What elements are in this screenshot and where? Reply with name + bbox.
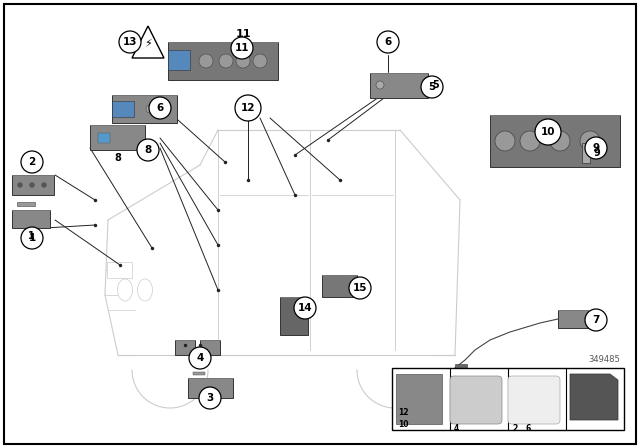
- Bar: [17, 202, 35, 206]
- Circle shape: [146, 105, 154, 113]
- Circle shape: [119, 31, 141, 53]
- Text: 6: 6: [156, 103, 164, 113]
- Text: 10: 10: [398, 420, 408, 429]
- Circle shape: [535, 119, 561, 145]
- Text: 15: 15: [353, 283, 367, 293]
- Circle shape: [495, 131, 515, 151]
- Text: 12: 12: [398, 408, 408, 417]
- Bar: [107, 262, 132, 278]
- Bar: [168, 50, 190, 70]
- FancyBboxPatch shape: [200, 340, 220, 355]
- Circle shape: [189, 347, 211, 369]
- FancyBboxPatch shape: [90, 125, 145, 150]
- FancyBboxPatch shape: [450, 376, 502, 424]
- FancyBboxPatch shape: [280, 297, 308, 335]
- Text: 6: 6: [385, 37, 392, 47]
- Circle shape: [580, 131, 600, 151]
- Circle shape: [199, 387, 221, 409]
- Circle shape: [377, 31, 399, 53]
- Text: 4: 4: [196, 353, 204, 363]
- Circle shape: [231, 37, 253, 59]
- Circle shape: [585, 137, 607, 159]
- FancyBboxPatch shape: [168, 42, 278, 80]
- Circle shape: [21, 227, 43, 249]
- FancyBboxPatch shape: [112, 95, 177, 123]
- Bar: [396, 374, 442, 424]
- Text: 1: 1: [28, 231, 35, 241]
- Text: 2: 2: [512, 424, 517, 433]
- Text: 9: 9: [593, 143, 600, 153]
- FancyBboxPatch shape: [12, 175, 54, 195]
- Text: 8: 8: [114, 153, 121, 163]
- Circle shape: [30, 183, 34, 187]
- Text: 6: 6: [526, 424, 531, 433]
- FancyBboxPatch shape: [370, 73, 428, 98]
- Text: 12: 12: [241, 103, 255, 113]
- Circle shape: [18, 183, 22, 187]
- Circle shape: [253, 54, 267, 68]
- Circle shape: [199, 54, 213, 68]
- Bar: [420, 385, 440, 395]
- Text: 4: 4: [454, 424, 460, 433]
- Polygon shape: [570, 374, 618, 420]
- Text: 1: 1: [28, 233, 36, 243]
- Text: 13: 13: [123, 37, 137, 47]
- Circle shape: [219, 54, 233, 68]
- Text: 7: 7: [592, 315, 600, 325]
- Circle shape: [235, 95, 261, 121]
- Text: 3: 3: [206, 393, 214, 403]
- Circle shape: [520, 131, 540, 151]
- Ellipse shape: [138, 279, 152, 301]
- Circle shape: [294, 297, 316, 319]
- Circle shape: [585, 309, 607, 331]
- FancyBboxPatch shape: [12, 210, 50, 228]
- Polygon shape: [132, 26, 164, 58]
- Bar: [582, 143, 590, 163]
- Text: 349485: 349485: [588, 355, 620, 364]
- Bar: [98, 133, 110, 143]
- Text: 11: 11: [235, 43, 249, 53]
- Circle shape: [137, 139, 159, 161]
- Ellipse shape: [118, 279, 132, 301]
- FancyBboxPatch shape: [490, 115, 620, 167]
- Text: 11: 11: [236, 29, 251, 39]
- FancyBboxPatch shape: [508, 376, 560, 424]
- Bar: [392, 368, 624, 430]
- Bar: [455, 364, 467, 372]
- FancyBboxPatch shape: [322, 275, 357, 297]
- Text: 10: 10: [541, 127, 556, 137]
- Text: ⚡: ⚡: [144, 39, 152, 49]
- Circle shape: [550, 131, 570, 151]
- Bar: [193, 372, 205, 375]
- FancyBboxPatch shape: [175, 340, 195, 355]
- Text: 2: 2: [28, 157, 36, 167]
- Circle shape: [349, 277, 371, 299]
- Circle shape: [149, 97, 171, 119]
- Circle shape: [376, 81, 384, 89]
- Text: 5: 5: [432, 80, 439, 90]
- Text: 5: 5: [428, 82, 436, 92]
- FancyBboxPatch shape: [558, 310, 588, 328]
- Circle shape: [421, 76, 443, 98]
- Text: 8: 8: [145, 145, 152, 155]
- FancyBboxPatch shape: [188, 378, 233, 398]
- Text: 9: 9: [594, 148, 601, 158]
- Circle shape: [42, 183, 46, 187]
- Circle shape: [21, 151, 43, 173]
- Text: 14: 14: [298, 303, 312, 313]
- Circle shape: [236, 54, 250, 68]
- Bar: [112, 101, 134, 117]
